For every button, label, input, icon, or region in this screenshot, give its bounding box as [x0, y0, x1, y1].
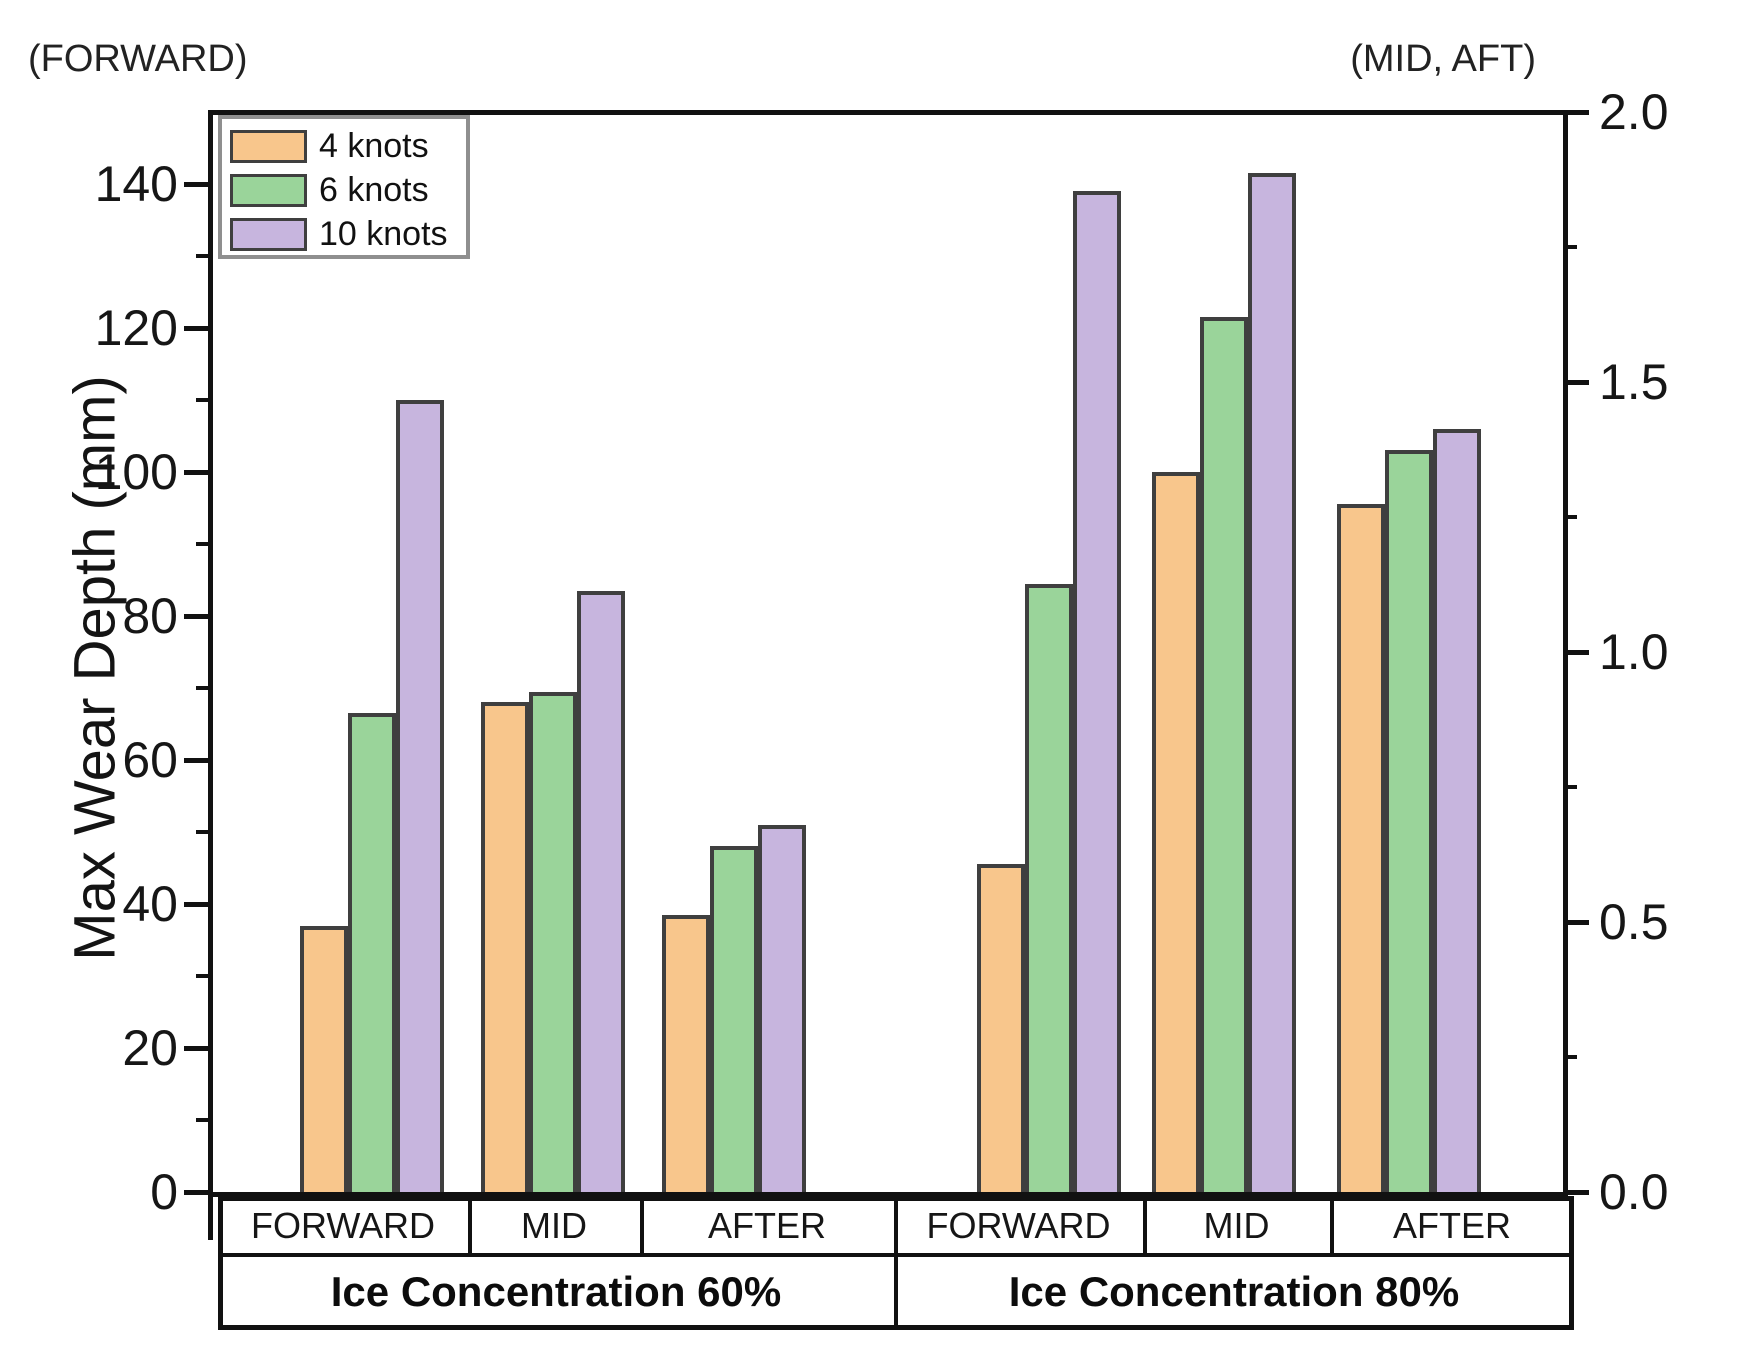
bottom-axis-tail	[208, 1192, 213, 1240]
legend-swatch-4-knots	[230, 129, 307, 163]
x-group-label-6: AFTER	[1392, 1204, 1511, 1246]
left-axis-major-tick	[184, 470, 210, 475]
left-axis-annotation: (FORWARD)	[28, 38, 248, 80]
bar-6-knots-group4	[1025, 584, 1073, 1192]
left-axis-minor-tick	[196, 974, 210, 978]
legend-label: 10 knots	[319, 215, 448, 253]
x-group-label-1: FORWARD	[251, 1204, 435, 1246]
right-axis-minor-tick	[1563, 245, 1577, 249]
left-axis-minor-tick	[196, 542, 210, 546]
right-axis-tick-label: 1.0	[1599, 624, 1669, 680]
left-axis-tick-label: 120	[94, 300, 178, 356]
right-axis-minor-tick	[1563, 1055, 1577, 1059]
table-section-divider	[894, 1253, 898, 1330]
right-axis-major-tick	[1563, 380, 1589, 385]
table-col-divider	[640, 1196, 644, 1257]
bar-4-knots-group3	[662, 915, 710, 1192]
left-axis-major-tick	[184, 614, 210, 619]
left-axis-minor-tick	[196, 254, 210, 258]
left-axis-tick-label: 140	[94, 156, 178, 212]
right-axis-tick-label: 2.0	[1599, 84, 1669, 140]
table-col-divider	[468, 1196, 472, 1257]
bar-6-knots-group5	[1200, 317, 1248, 1192]
bar-4-knots-group2	[481, 702, 529, 1192]
bar-10-knots-group1	[396, 400, 444, 1192]
bar-6-knots-group2	[529, 692, 577, 1192]
legend-swatch-6-knots	[230, 173, 307, 207]
left-axis-tick-label: 80	[122, 588, 178, 644]
bar-4-knots-group5	[1152, 472, 1200, 1192]
left-axis-major-tick	[184, 1190, 210, 1195]
right-axis-tick-label: 0.5	[1599, 894, 1669, 950]
table-col-divider	[894, 1196, 898, 1257]
right-axis-tick-label: 0.0	[1599, 1164, 1669, 1220]
bar-10-knots-group6	[1433, 429, 1481, 1192]
right-axis-minor-tick	[1563, 515, 1577, 519]
left-axis-major-tick	[184, 902, 210, 907]
left-axis-major-tick	[184, 1046, 210, 1051]
table-col-divider	[1330, 1196, 1334, 1257]
x-section-label-2: Ice Concentration 80%	[1008, 1267, 1460, 1315]
left-axis-minor-tick	[196, 686, 210, 690]
left-axis-major-tick	[184, 182, 210, 187]
bar-4-knots-group4	[977, 864, 1025, 1192]
left-axis-minor-tick	[196, 1118, 210, 1122]
left-axis-tick-label: 60	[122, 732, 178, 788]
bar-10-knots-group4	[1073, 191, 1121, 1192]
legend-label: 6 knots	[319, 171, 429, 209]
left-axis-tick-label: 0	[150, 1164, 178, 1220]
left-axis-minor-tick	[196, 830, 210, 834]
x-group-label-3: AFTER	[707, 1204, 826, 1246]
bar-10-knots-group3	[758, 825, 806, 1192]
left-axis-major-tick	[184, 326, 210, 331]
x-section-label-1: Ice Concentration 60%	[330, 1267, 782, 1315]
bar-6-knots-group6	[1385, 450, 1433, 1192]
legend-swatch-10-knots	[230, 217, 307, 251]
right-axis-major-tick	[1563, 110, 1589, 115]
left-axis-major-tick	[184, 758, 210, 763]
right-axis-tick-label: 1.5	[1599, 354, 1669, 410]
bar-6-knots-group3	[710, 846, 758, 1192]
bar-10-knots-group2	[577, 591, 625, 1192]
right-axis-major-tick	[1563, 1190, 1589, 1195]
x-group-label-5: MID	[1203, 1204, 1270, 1246]
left-axis-minor-tick	[196, 398, 210, 402]
bar-4-knots-group6	[1337, 504, 1385, 1192]
legend-item-4-knots: 4 knots	[230, 124, 466, 168]
bar-6-knots-group1	[348, 713, 396, 1192]
legend-item-6-knots: 6 knots	[230, 168, 466, 212]
right-axis-major-tick	[1563, 650, 1589, 655]
legend-item-10-knots: 10 knots	[230, 212, 466, 256]
bar-4-knots-group1	[300, 926, 348, 1192]
left-axis-tick-label: 100	[94, 444, 178, 500]
x-group-label-4: FORWARD	[926, 1204, 1111, 1246]
left-axis-tick-label: 20	[122, 1020, 178, 1076]
legend-label: 4 knots	[319, 127, 429, 165]
right-axis-annotation: (MID, AFT)	[1350, 38, 1536, 80]
legend: 4 knots 6 knots 10 knots	[218, 115, 470, 259]
table-col-divider	[1143, 1196, 1147, 1257]
x-group-label-2: MID	[521, 1204, 587, 1246]
right-axis-major-tick	[1563, 920, 1589, 925]
bar-10-knots-group5	[1248, 173, 1296, 1192]
left-axis-tick-label: 40	[122, 876, 178, 932]
right-axis-minor-tick	[1563, 785, 1577, 789]
